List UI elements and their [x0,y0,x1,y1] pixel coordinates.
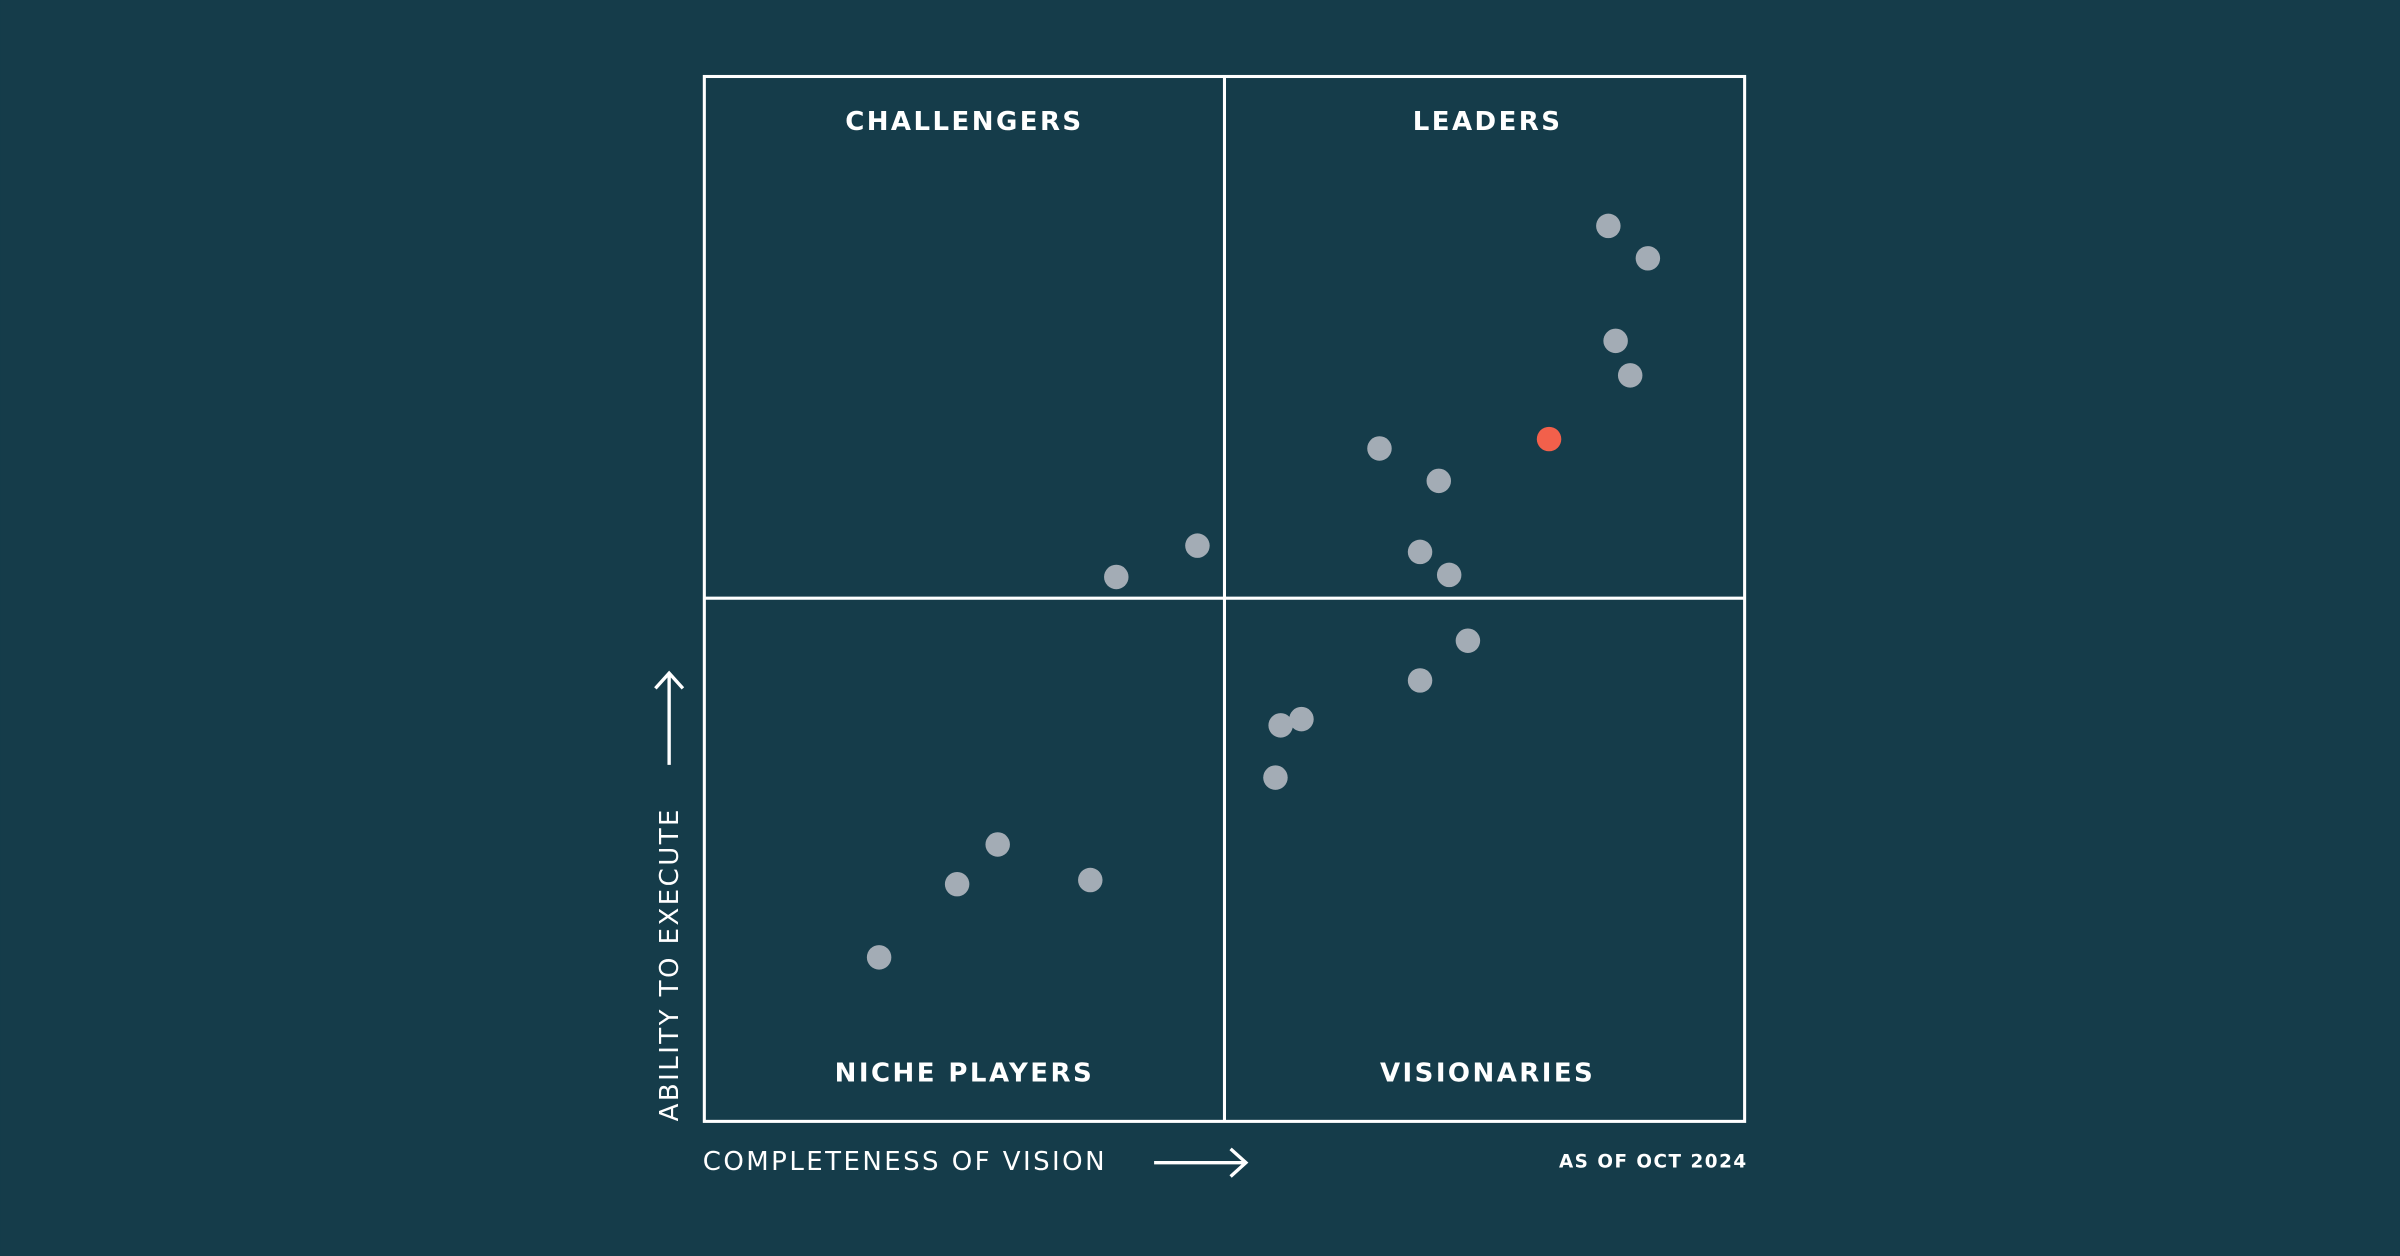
data-point [1407,539,1433,565]
data-point [1603,328,1628,354]
data-point [1185,533,1210,558]
data-point [1455,628,1481,653]
data-point [1078,867,1103,893]
data-point [1426,468,1452,494]
data-point [1367,436,1392,461]
data-point [1263,765,1288,790]
data-point [1617,363,1643,388]
data-point [1536,426,1562,452]
quadrant-label: LEADERS [1413,107,1563,137]
x-axis-label: COMPLETENESS OF VISION [703,1147,1107,1177]
note: AS OF OCT 2024 [1559,1152,1748,1173]
data-point [944,871,970,897]
data-point [1407,668,1433,693]
data-point [1268,713,1293,738]
quadrant-label: NICHE PLAYERS [835,1058,1095,1088]
y-axis-label: ABILITY TO EXECUTE [655,807,685,1121]
data-point [985,832,1010,857]
data-point [1289,706,1314,732]
data-point [1436,562,1462,588]
data-point [866,945,892,970]
data-point [1635,246,1661,271]
y-arrow [654,670,685,765]
quadrant-label: CHALLENGERS [845,107,1083,137]
quadrant-label: VISIONARIES [1380,1058,1595,1088]
data-point [1104,564,1129,590]
data-point [1596,213,1621,239]
x-arrow [1154,1147,1249,1178]
